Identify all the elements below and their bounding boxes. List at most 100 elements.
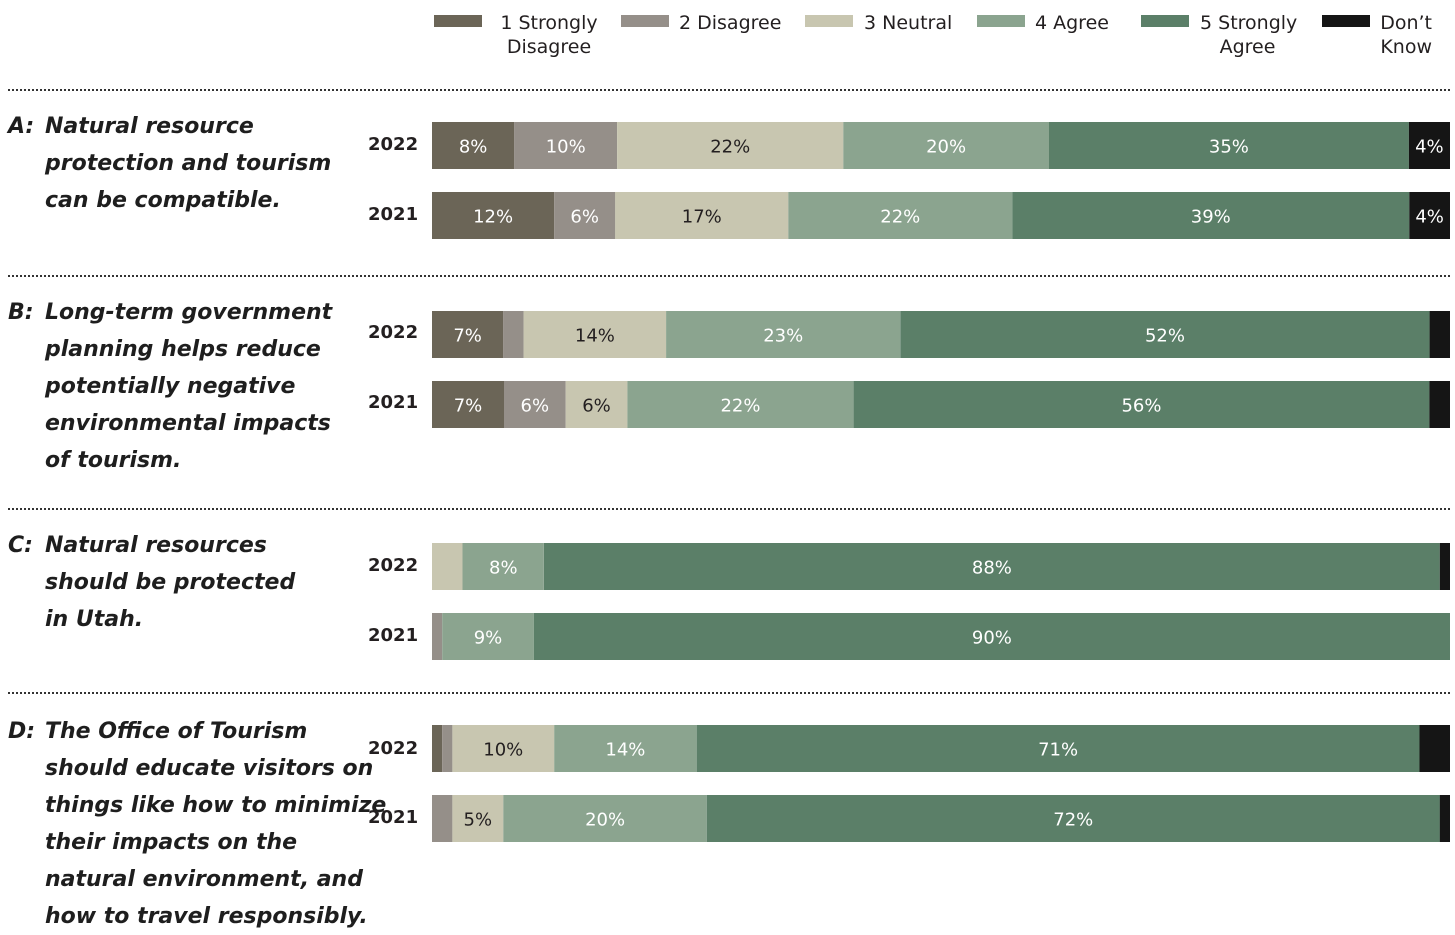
divider (8, 275, 1450, 277)
bar-segment-agree (554, 725, 697, 772)
divider (8, 692, 1450, 694)
question-letter: C: (8, 533, 33, 558)
question-line: Long-term government (45, 300, 333, 325)
bar-data-label: 10% (483, 740, 523, 761)
bar-data-label: 17% (682, 207, 722, 228)
question-line: natural environment, and (45, 867, 363, 892)
bar-data-label: 72% (1053, 810, 1093, 831)
bar-segment-strongly-disagree (432, 122, 515, 169)
legend-label-line: Agree (1219, 36, 1276, 58)
legend-swatch (805, 15, 853, 27)
bar-segment-strongly-agree (696, 725, 1420, 772)
question-line: things like how to minimize (45, 793, 387, 818)
bar-segment-neutral (615, 192, 789, 239)
year-label: 2022 (368, 134, 419, 155)
question-line: how to travel responsibly. (45, 904, 368, 929)
question-line: Natural resource (45, 114, 254, 139)
bar-segment-agree (627, 381, 854, 428)
question-text: Natural resource protection and tourism … (45, 108, 331, 219)
legend-label-line: Know (1380, 36, 1432, 58)
question-line: planning helps reduce (45, 337, 321, 362)
year-label: 2022 (368, 738, 419, 759)
bar-segment-strongly-agree (900, 311, 1430, 358)
bar-data-label: 88% (972, 558, 1012, 579)
bar-segment-dont-know (1409, 192, 1450, 239)
legend-label: Don’t Know (1380, 11, 1432, 59)
bar-segment-disagree (442, 725, 453, 772)
bar-data-label: 14% (605, 740, 645, 761)
bar-segment-disagree (514, 122, 618, 169)
bar-segment-neutral (523, 311, 667, 358)
bar-segment-dont-know (1439, 543, 1450, 590)
question-text: The Office of Tourism should educate vis… (45, 713, 386, 935)
bar-segment-agree (843, 122, 1049, 169)
bar-segment-disagree (503, 311, 524, 358)
bar-data-label: 35% (1209, 137, 1249, 158)
bar-segment-neutral (565, 381, 628, 428)
bar-segment-neutral (432, 543, 463, 590)
bar-segment-agree (442, 613, 534, 660)
question-letter: A: (8, 114, 35, 139)
bar-segment-dont-know (1429, 311, 1450, 358)
bar-segment-agree (788, 192, 1013, 239)
bar-data-label: 22% (880, 207, 920, 228)
bar-data-label: 56% (1121, 396, 1161, 417)
bar-segment-strongly-disagree (432, 725, 443, 772)
legend-label-line: 1 Strongly (500, 12, 598, 34)
legend-label: 1 Strongly Disagree (494, 11, 604, 59)
bar-segment-dont-know (1439, 795, 1450, 842)
chart-legend: 1 Strongly Disagree 2 Disagree 3 Neutral 4 A… (0, 0, 1455, 70)
bar-data-label: 22% (720, 396, 760, 417)
legend-label-line: 4 Agree (1035, 12, 1109, 34)
bar-segment-disagree (504, 381, 566, 428)
bar-data-label: 7% (453, 326, 482, 347)
question-line: should be protected (45, 570, 296, 595)
year-label: 2021 (368, 807, 419, 828)
bar-segment-dont-know (1419, 725, 1450, 772)
bar-data-label: 39% (1191, 207, 1231, 228)
bar-data-label: 20% (585, 810, 625, 831)
bar-segment-neutral (452, 795, 504, 842)
bar-data-label: 52% (1145, 326, 1185, 347)
bar-segment-strongly-agree (1049, 122, 1409, 169)
question-line: can be compatible. (45, 188, 281, 213)
bar-segment-neutral (452, 725, 555, 772)
bar-data-label: 6% (582, 396, 611, 417)
bar-segment-strongly-disagree (432, 311, 504, 358)
year-label: 2021 (368, 204, 419, 225)
divider (8, 89, 1450, 91)
year-label: 2022 (368, 322, 419, 343)
year-label: 2021 (368, 625, 419, 646)
question-text: Natural resources should be protected in… (45, 527, 295, 638)
bar-segment-strongly-disagree (432, 381, 504, 428)
legend-swatch (977, 15, 1025, 27)
question-line: of tourism. (45, 448, 182, 473)
legend-swatch (1322, 15, 1370, 27)
bar-data-label: 6% (521, 396, 550, 417)
bar-segment-disagree (432, 613, 443, 660)
bar-segment-agree (462, 543, 544, 590)
bar-data-label: 8% (459, 137, 488, 158)
bar-segment-neutral (617, 122, 844, 169)
bar-data-label: 90% (972, 628, 1012, 649)
question-line: The Office of Tourism (45, 719, 308, 744)
bar-segment-agree (503, 795, 707, 842)
year-label: 2021 (368, 392, 419, 413)
legend-swatch (434, 15, 482, 27)
bar-segment-dont-know (1429, 381, 1450, 428)
question-letter: B: (8, 300, 34, 325)
bar-segment-strongly-agree (853, 381, 1430, 428)
bar-data-label: 23% (763, 326, 803, 347)
legend-label-line: Disagree (506, 36, 592, 58)
legend-label: 3 Neutral (864, 11, 974, 35)
legend-label-line: 2 Disagree (679, 12, 782, 34)
bar-data-label: 22% (710, 137, 750, 158)
bar-segment-strongly-disagree (432, 192, 555, 239)
bar-segment-disagree (554, 192, 616, 239)
bar-data-label: 4% (1415, 137, 1444, 158)
bar-segment-strongly-agree (1012, 192, 1410, 239)
question-line: Natural resources (45, 533, 267, 558)
year-label: 2022 (368, 555, 419, 576)
bar-data-label: 4% (1415, 207, 1444, 228)
